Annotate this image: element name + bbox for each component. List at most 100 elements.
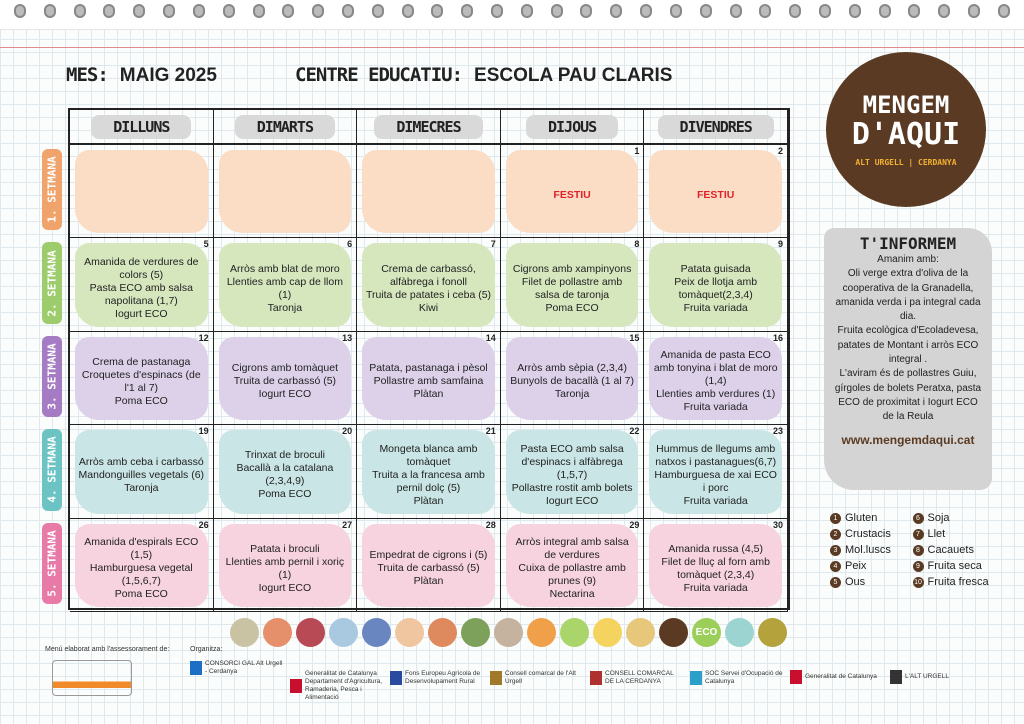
day-number: 28 bbox=[485, 519, 496, 530]
day-cell: Crema de carbassó, alfàbrega i fonoll Tru… bbox=[357, 238, 501, 332]
day-cell: Crema de pastanaga Croquetes d'espinacs (… bbox=[70, 331, 214, 426]
allergen-item: 4 Peix bbox=[830, 560, 913, 572]
allergen-number-icon: 8 bbox=[912, 544, 924, 556]
day-number: 20 bbox=[342, 426, 353, 437]
spiral-ring bbox=[371, 4, 384, 18]
day-number: 9 bbox=[777, 239, 783, 250]
allergen-number-icon: 1 bbox=[830, 512, 841, 524]
sponsor-name: CONSELL COMARCAL DE LA CERDANYA bbox=[605, 670, 674, 685]
sponsor-emblem-icon bbox=[290, 679, 302, 693]
menu-dish: Filet de lluç al forn amb tomàquet (2,3,… bbox=[661, 555, 770, 581]
month-header: MES: MAIG 2025 bbox=[66, 64, 217, 87]
sponsor-logo: SOC Servei d'Ocupació de Catalunya bbox=[690, 670, 784, 686]
school-label: CENTRE EDUCATIU: bbox=[295, 64, 463, 86]
menu-blob: Amanida de verdures de colors (5) Pasta E… bbox=[75, 243, 208, 327]
allergen-name: Fruita fresca bbox=[927, 576, 989, 588]
menu-dish: Amanida russa (4,5) bbox=[668, 542, 763, 555]
spiral-ring bbox=[640, 4, 653, 18]
menu-dish: Hummus de llegums amb natxos i pastanagu… bbox=[655, 442, 777, 468]
allergen-item: 9 Fruita seca bbox=[912, 560, 996, 572]
allergen-item: 1 Gluten bbox=[830, 512, 913, 524]
allergen-name: Soja bbox=[927, 512, 950, 524]
day-number: 12 bbox=[198, 332, 209, 343]
allergen-number-icon: 9 bbox=[912, 560, 924, 572]
week-label-text: 4. SETMANA bbox=[45, 436, 59, 503]
day-number: 14 bbox=[485, 332, 496, 343]
allergen-number-icon: 4 bbox=[830, 560, 841, 572]
oil-icon bbox=[758, 618, 787, 647]
spiral-ring bbox=[669, 4, 682, 18]
allergen-item: 7 Llet bbox=[912, 528, 996, 540]
spiral-ring bbox=[192, 4, 205, 18]
day-number: 16 bbox=[772, 332, 783, 343]
spiral-ring bbox=[789, 4, 802, 18]
spiral-ring bbox=[282, 4, 295, 18]
day-number: 21 bbox=[485, 426, 496, 437]
margin-line bbox=[0, 47, 1024, 48]
menu-dish: Pasta ECO amb salsa d'espinacs i alfàbre… bbox=[520, 442, 624, 481]
organizer-label: Organitza: bbox=[190, 646, 223, 653]
school-header: CENTRE EDUCATIU: ESCOLA PAU CLARIS bbox=[295, 64, 672, 87]
vegetable-icon bbox=[461, 618, 490, 647]
day-name: DIVENDRES bbox=[657, 114, 774, 139]
day-cell: Amanida d'espirals ECO (1,5) Hamburguesa … bbox=[70, 518, 214, 612]
sponsor-name: Consell comarcal de l'Alt Urgell bbox=[505, 670, 576, 685]
menu-dish: Arròs amb ceba i carbassó bbox=[78, 455, 204, 468]
menu-blob: Crema de carbassó, alfàbrega i fonoll Tru… bbox=[362, 243, 495, 327]
menu-dish: Fruita variada bbox=[683, 301, 748, 314]
menu-dish: Nectarina bbox=[549, 588, 595, 601]
day-header: DIMECRES bbox=[357, 110, 501, 145]
spiral-ring bbox=[818, 4, 831, 18]
sponsors-footer: Menú elaborat amb l'assessorament de: Or… bbox=[40, 646, 990, 716]
day-number: 6 bbox=[347, 239, 353, 250]
menu-dish: Plàtan bbox=[413, 388, 444, 401]
menu-dish: Truita de patates i ceba (5) bbox=[365, 288, 492, 301]
spiral-ring bbox=[73, 4, 86, 18]
menu-dish: Amanida de verdures de colors (5) bbox=[84, 256, 199, 282]
allergen-number-icon: 6 bbox=[912, 512, 924, 524]
menu-dish: Fruita variada bbox=[683, 581, 748, 594]
allergen-item: 6 Soja bbox=[912, 512, 996, 524]
menu-dish: Truita a la francesa amb pernil dolç (5) bbox=[372, 468, 485, 494]
menu-dish: Hamburguesa vegetal (1,5,6,7) bbox=[89, 562, 193, 588]
info-text: Oli verge extra d'oliva de la cooperativ… bbox=[835, 268, 981, 323]
menu-dish: Taronja bbox=[267, 301, 303, 314]
day-cell: Amanida de verdures de colors (5) Pasta E… bbox=[70, 238, 214, 332]
apple-icon bbox=[560, 618, 589, 647]
week-label-text: 2. SETMANA bbox=[45, 249, 59, 317]
legumes-icon bbox=[494, 618, 523, 647]
logo-line2: D'AQUI bbox=[851, 117, 961, 152]
day-name: DIMARTS bbox=[234, 114, 335, 139]
menu-blob: FESTIU bbox=[505, 150, 639, 234]
menu-dish: Poma ECO bbox=[114, 394, 168, 407]
menu-dish: Trinxat de broculi bbox=[244, 449, 325, 462]
spiral-ring bbox=[878, 4, 891, 18]
menu-dish: Amanida de pasta ECO amb tonyina i blat … bbox=[653, 349, 778, 388]
eco-icon: ECO bbox=[692, 618, 721, 647]
menu-dish: Llenties amb pernil i xoriç (1) bbox=[225, 555, 345, 581]
menu-blob: Arròs amb sèpia (2,3,4) Bunyols de bacall… bbox=[505, 336, 639, 421]
spiral-ring bbox=[968, 4, 980, 18]
wheat-icon bbox=[428, 618, 457, 647]
menu-blob: Amanida russa (4,5) Filet de lluç al forn… bbox=[649, 523, 782, 607]
menu-dish: Pollastre amb samfaina bbox=[373, 375, 484, 388]
day-number: 30 bbox=[772, 519, 783, 530]
day-number: 27 bbox=[342, 519, 353, 530]
spiral-ring bbox=[252, 4, 265, 18]
week-label: 2. SETMANA bbox=[42, 242, 62, 324]
week-label: 1. SETMANA bbox=[42, 149, 62, 231]
advisor-logo bbox=[52, 660, 132, 696]
day-cell: Arròs amb ceba i carbassó Mandonguilles v… bbox=[70, 425, 214, 519]
allergen-name: Gluten bbox=[845, 512, 878, 524]
menu-blob: Patata guisada Peix de llotja amb tomàque… bbox=[649, 243, 782, 327]
menu-blob: Pasta ECO amb salsa d'espinacs i alfàbre… bbox=[505, 430, 639, 514]
allergen-name: Llet bbox=[927, 528, 946, 540]
menu-blob bbox=[362, 150, 495, 234]
holiday-label: FESTIU bbox=[697, 188, 735, 201]
website-link[interactable]: www.mengemdaqui.cat bbox=[841, 432, 975, 447]
week-label: 4. SETMANA bbox=[42, 429, 62, 511]
spiral-ring bbox=[491, 4, 503, 18]
day-cell: Trinxat de broculi Bacallà a la catalana … bbox=[213, 425, 358, 519]
sponsor-name: Generalitat de Catalunya Departament d'A… bbox=[305, 670, 383, 701]
day-cell: Empedrat de cigrons i (5) Truita de carba… bbox=[357, 518, 501, 612]
